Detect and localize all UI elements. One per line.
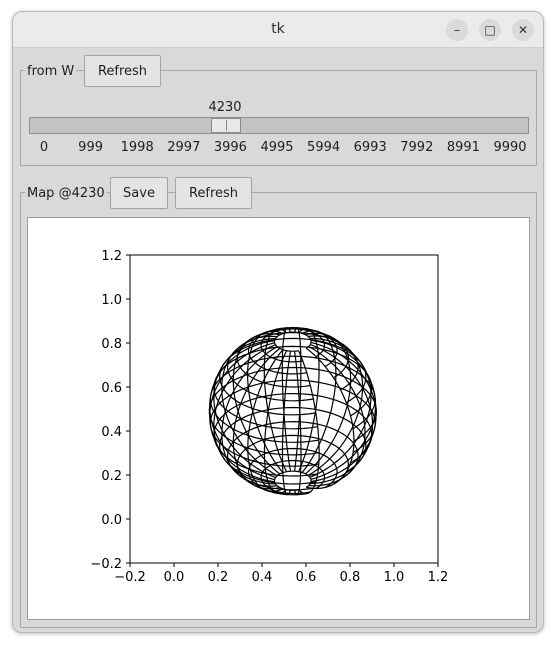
map-group [20,192,537,628]
x-tick-label: −0.2 [114,570,146,585]
map-refresh-button[interactable]: Refresh [175,177,252,209]
mesh-line [232,332,281,475]
app-window: tk – □ ✕ from W Refresh 4230 0 999 1998 299… [12,11,544,633]
mesh-line [305,332,352,475]
slider-group [20,70,537,166]
minimize-icon: – [454,23,460,37]
mesh-line [232,347,281,490]
axes-frame [129,254,439,564]
slider-tick-label: 4995 [260,140,294,155]
y-tick-label: 0.0 [101,513,122,528]
slider-tick-label: 1998 [120,140,154,155]
slider-value-label: 4230 [208,100,242,115]
x-tick-label: 1.0 [384,570,405,585]
mesh-line [209,340,275,481]
slider-tick-label: 7992 [400,140,434,155]
title-bar[interactable]: tk – □ ✕ [13,12,543,48]
x-tick-label: 0.2 [208,570,229,585]
window-title: tk [271,21,285,37]
mesh-line [273,331,312,352]
mesh-line [309,337,372,478]
mesh-line [305,347,355,489]
slider-trough[interactable] [29,117,529,134]
mesh-line [301,330,337,473]
mesh-line [221,346,278,487]
y-tick-label: 1.2 [101,249,122,264]
mesh-line [297,328,320,472]
maximize-icon: □ [484,23,496,37]
map-group-label: Map @4230 [25,186,107,201]
slider-group-label: from W [25,64,77,79]
x-tick-label: 0.6 [296,570,317,585]
mesh-line [263,350,288,494]
mesh-line [213,344,276,485]
x-tick-label: 1.2 [428,570,449,585]
slider-tick-label: 5994 [307,140,341,155]
mesh-line [209,342,275,483]
mesh-line [294,327,302,472]
mesh-line [246,330,284,474]
y-tick-label: 0.4 [101,425,122,440]
y-tick-label: 1.0 [101,293,122,308]
mesh-line [281,351,292,496]
plot-canvas: −0.2 −0.2 0.0 0.0 0.2 0.2 0.4 0.4 0.6 0.6 0.8 0.8 1.… [27,217,530,620]
mesh-line [273,470,312,491]
slider-tick-label: 8991 [446,140,480,155]
slider-tick-label: 2997 [167,140,201,155]
minimize-button[interactable]: – [446,19,468,41]
x-tick-label: 0.4 [252,570,273,585]
slider-tick-label: 9990 [493,140,527,155]
slider-tick-label: 6993 [353,140,387,155]
slider-tick-label: 0 [39,140,49,155]
mesh-line [281,327,292,472]
slider-refresh-button[interactable]: Refresh [84,55,161,87]
mesh-line [263,328,288,472]
slider-thumb[interactable] [211,118,241,133]
y-tick-label: −0.2 [90,557,122,572]
close-icon: ✕ [517,23,529,37]
slider-tick-label: 3996 [213,140,247,155]
mesh-line [298,350,320,495]
slider-tick-label: 999 [78,140,104,155]
close-button[interactable]: ✕ [512,19,534,41]
wireframe-plot: −0.2−0.2 0.0 0.0 0.2 0.2 0.4 0.4 0.6 0.6 0.8 0.8 1.… [90,249,449,585]
mesh-line [310,343,374,485]
mesh-line [226,420,359,491]
x-tick-label: 0.0 [164,570,185,585]
y-tick-label: 0.2 [101,469,122,484]
mesh-line [294,351,302,496]
y-tick-label: 0.6 [101,381,122,396]
maximize-button[interactable]: □ [479,19,501,41]
mesh-line [310,341,377,483]
save-button[interactable]: Save [110,177,168,209]
y-tick-label: 0.8 [101,337,122,352]
x-tick-label: 0.8 [340,570,361,585]
